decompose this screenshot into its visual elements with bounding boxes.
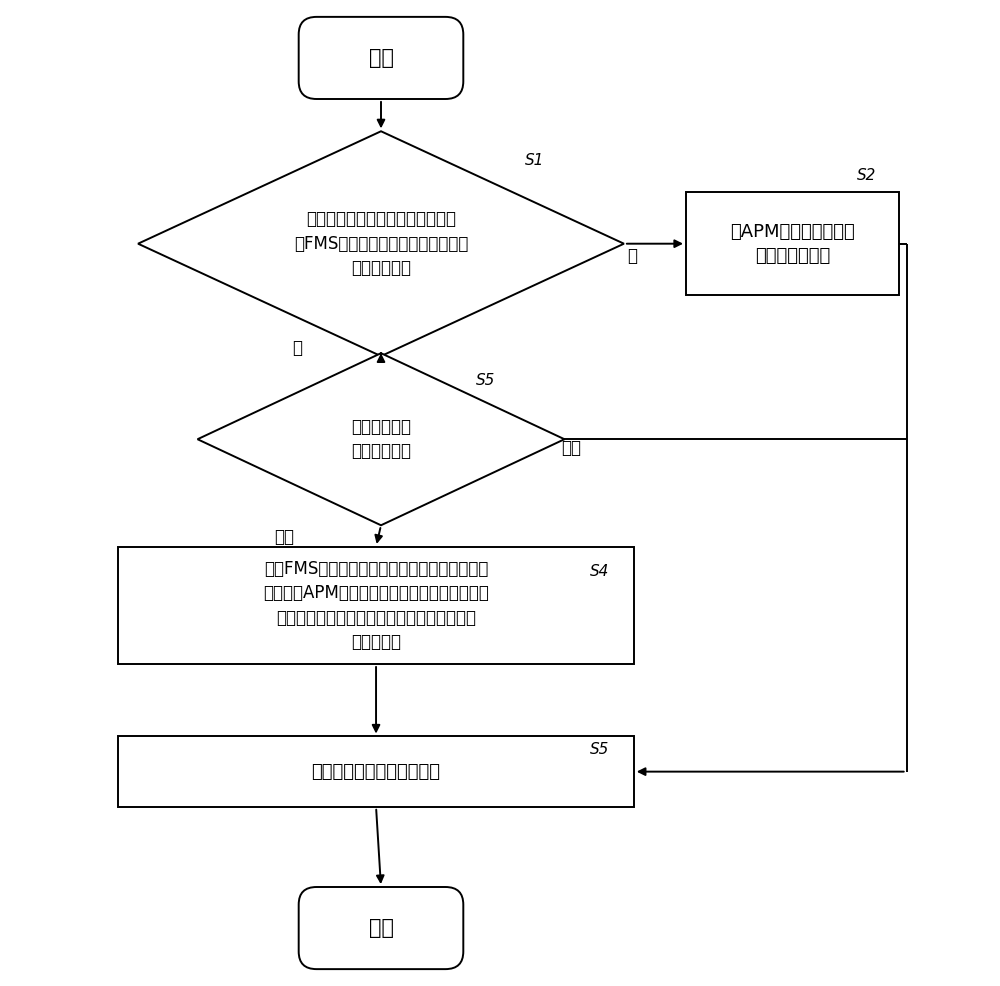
Bar xyxy=(118,547,634,665)
Text: S4: S4 xyxy=(589,564,609,579)
Text: 结束: 结束 xyxy=(369,918,394,938)
Text: 空中: 空中 xyxy=(561,439,581,458)
Text: 是: 是 xyxy=(292,339,302,357)
Text: S5: S5 xyxy=(475,373,495,388)
Text: 判断飞机处于
地面还是空中: 判断飞机处于 地面还是空中 xyxy=(351,418,411,460)
Text: 接收FMS设备或地面维护设备传输的飞机特性信
息，并对APM设备的主备份存储器和从备份存储
器以及处理机的内部存储器存储的飞机特性信
息进行更新: 接收FMS设备或地面维护设备传输的飞机特性信 息，并对APM设备的主备份存储器和… xyxy=(263,560,489,651)
Text: S2: S2 xyxy=(857,168,877,182)
Text: 否: 否 xyxy=(627,247,637,265)
Polygon shape xyxy=(198,353,564,526)
Text: S1: S1 xyxy=(525,153,544,168)
Text: 地面: 地面 xyxy=(274,528,294,546)
Bar xyxy=(686,192,899,295)
Text: 在对飞机特性信息进行配置时，判
断FMS设备或地面维护设备是否传输
飞机特性信息: 在对飞机特性信息进行配置时，判 断FMS设备或地面维护设备是否传输 飞机特性信息 xyxy=(294,210,468,277)
Text: S5: S5 xyxy=(589,741,609,756)
FancyBboxPatch shape xyxy=(299,17,463,99)
Polygon shape xyxy=(138,131,624,356)
Text: 从APM设备或处理机读
取飞机特性信息: 从APM设备或处理机读 取飞机特性信息 xyxy=(730,223,855,265)
FancyBboxPatch shape xyxy=(299,887,463,969)
Text: 开始: 开始 xyxy=(369,48,394,68)
Text: 使用飞机特性信息进行配置: 使用飞机特性信息进行配置 xyxy=(312,762,441,781)
Bar xyxy=(118,737,634,807)
